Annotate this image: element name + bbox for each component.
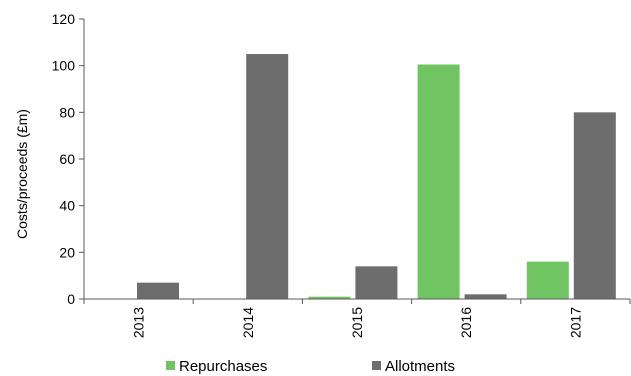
x-tick-label-2017: 2017 — [567, 307, 583, 338]
y-tick-label-0: 0 — [67, 291, 75, 307]
bar-allotments-2014 — [246, 54, 289, 299]
x-tick-label-2016: 2016 — [458, 307, 474, 338]
legend: Repurchases Allotments — [166, 358, 455, 375]
bar-repurchases-2017 — [526, 261, 569, 299]
y-tick-label-120: 120 — [52, 11, 76, 27]
y-tick-label-60: 60 — [59, 151, 75, 167]
legend-swatch-allotments — [372, 361, 381, 370]
plot-area: 0 20 40 60 80 100 120 2013 2014 2015 2016 2017 — [52, 11, 631, 338]
legend-label-allotments: Allotments — [385, 358, 455, 375]
x-tick-label-2014: 2014 — [240, 307, 256, 338]
x-tick-label-2015: 2015 — [349, 307, 365, 338]
bar-allotments-2013 — [137, 282, 179, 299]
bar-allotments-2017 — [573, 112, 616, 299]
y-tick-label-20: 20 — [59, 244, 75, 260]
bar-repurchases-2015 — [308, 296, 351, 299]
legend-swatch-repurchases — [166, 361, 175, 370]
x-tick-label-2013: 2013 — [131, 307, 147, 338]
y-tick-label-80: 80 — [59, 104, 75, 120]
legend-label-repurchases: Repurchases — [179, 358, 267, 375]
bar-allotments-2015 — [355, 266, 398, 299]
y-tick-label-100: 100 — [52, 58, 76, 74]
bar-allotments-2016 — [464, 294, 507, 299]
y-tick-label-40: 40 — [59, 198, 75, 214]
bar-repurchases-2016 — [417, 64, 460, 299]
y-axis-title: Costs/proceeds (£m) — [14, 109, 30, 239]
